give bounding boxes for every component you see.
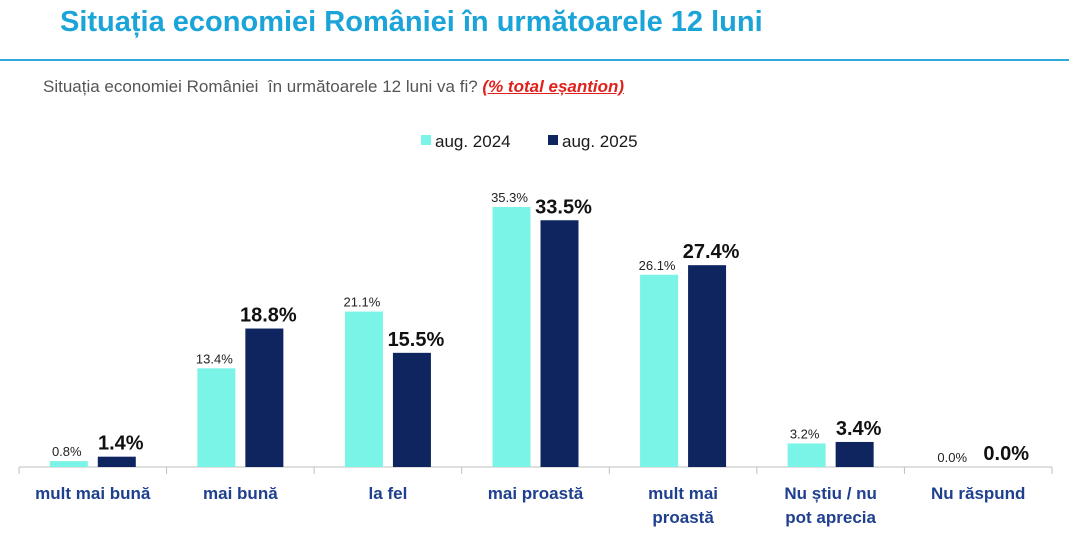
category-label-line: mai bună	[203, 484, 278, 503]
bar-1-5	[640, 274, 679, 467]
bar-1-6	[787, 443, 826, 467]
category-label: la fel	[369, 484, 408, 503]
value-label: 0.0%	[983, 443, 1029, 465]
legend-label-2: aug. 2025	[562, 132, 638, 151]
legend-swatch-2	[548, 135, 558, 145]
value-label: 33.5%	[535, 196, 592, 218]
category-label-line: la fel	[369, 484, 408, 503]
bar-2-2	[245, 328, 284, 467]
value-label: 35.3%	[491, 190, 528, 205]
value-label: 1.4%	[98, 433, 144, 455]
value-label: 26.1%	[639, 258, 676, 273]
bar-2-1	[97, 456, 136, 467]
bar-1-1	[49, 461, 88, 467]
value-label: 27.4%	[683, 241, 740, 263]
value-label: 0.0%	[937, 450, 967, 465]
bar-1-4	[492, 207, 531, 467]
category-label: mai proastă	[488, 484, 584, 503]
legend-swatch-1	[421, 135, 431, 145]
category-label-line: pot aprecia	[785, 508, 876, 527]
value-label: 3.4%	[836, 418, 882, 440]
bar-1-3	[344, 311, 383, 467]
bar-2-5	[688, 265, 727, 467]
bar-2-4	[540, 220, 579, 467]
page-title: Situația economiei României în următoare…	[60, 6, 763, 38]
value-label: 15.5%	[388, 329, 445, 351]
category-label-line: Nu știu / nu	[784, 484, 877, 503]
bar-1-2	[197, 368, 236, 467]
bar-2-3	[392, 352, 431, 467]
category-label: mult mai proastă	[648, 484, 718, 527]
legend-label-1: aug. 2024	[435, 132, 511, 151]
survey-question: Situația economiei României în următoare…	[43, 77, 624, 97]
question-text: Situația economiei României în următoare…	[43, 77, 483, 96]
category-label-line: proastă	[652, 508, 714, 527]
value-label: 3.2%	[790, 426, 820, 441]
category-label: mult mai bună	[35, 484, 151, 503]
category-label-line: mult mai bună	[35, 484, 151, 503]
value-label: 0.8%	[52, 444, 82, 459]
value-label: 18.8%	[240, 305, 297, 327]
category-label: Nu știu / nu pot aprecia	[784, 484, 877, 527]
value-label: 13.4%	[196, 351, 233, 366]
sample-note: (% total eșantion)	[482, 77, 625, 96]
value-label: 21.1%	[343, 295, 380, 310]
category-label-line: mai proastă	[488, 484, 584, 503]
category-label-line: Nu răspund	[931, 484, 1025, 503]
category-label: Nu răspund	[931, 484, 1025, 503]
title-divider	[0, 59, 1069, 61]
category-label-line: mult mai	[648, 484, 718, 503]
category-label: mai bună	[203, 484, 278, 503]
bar-2-6	[835, 441, 874, 467]
